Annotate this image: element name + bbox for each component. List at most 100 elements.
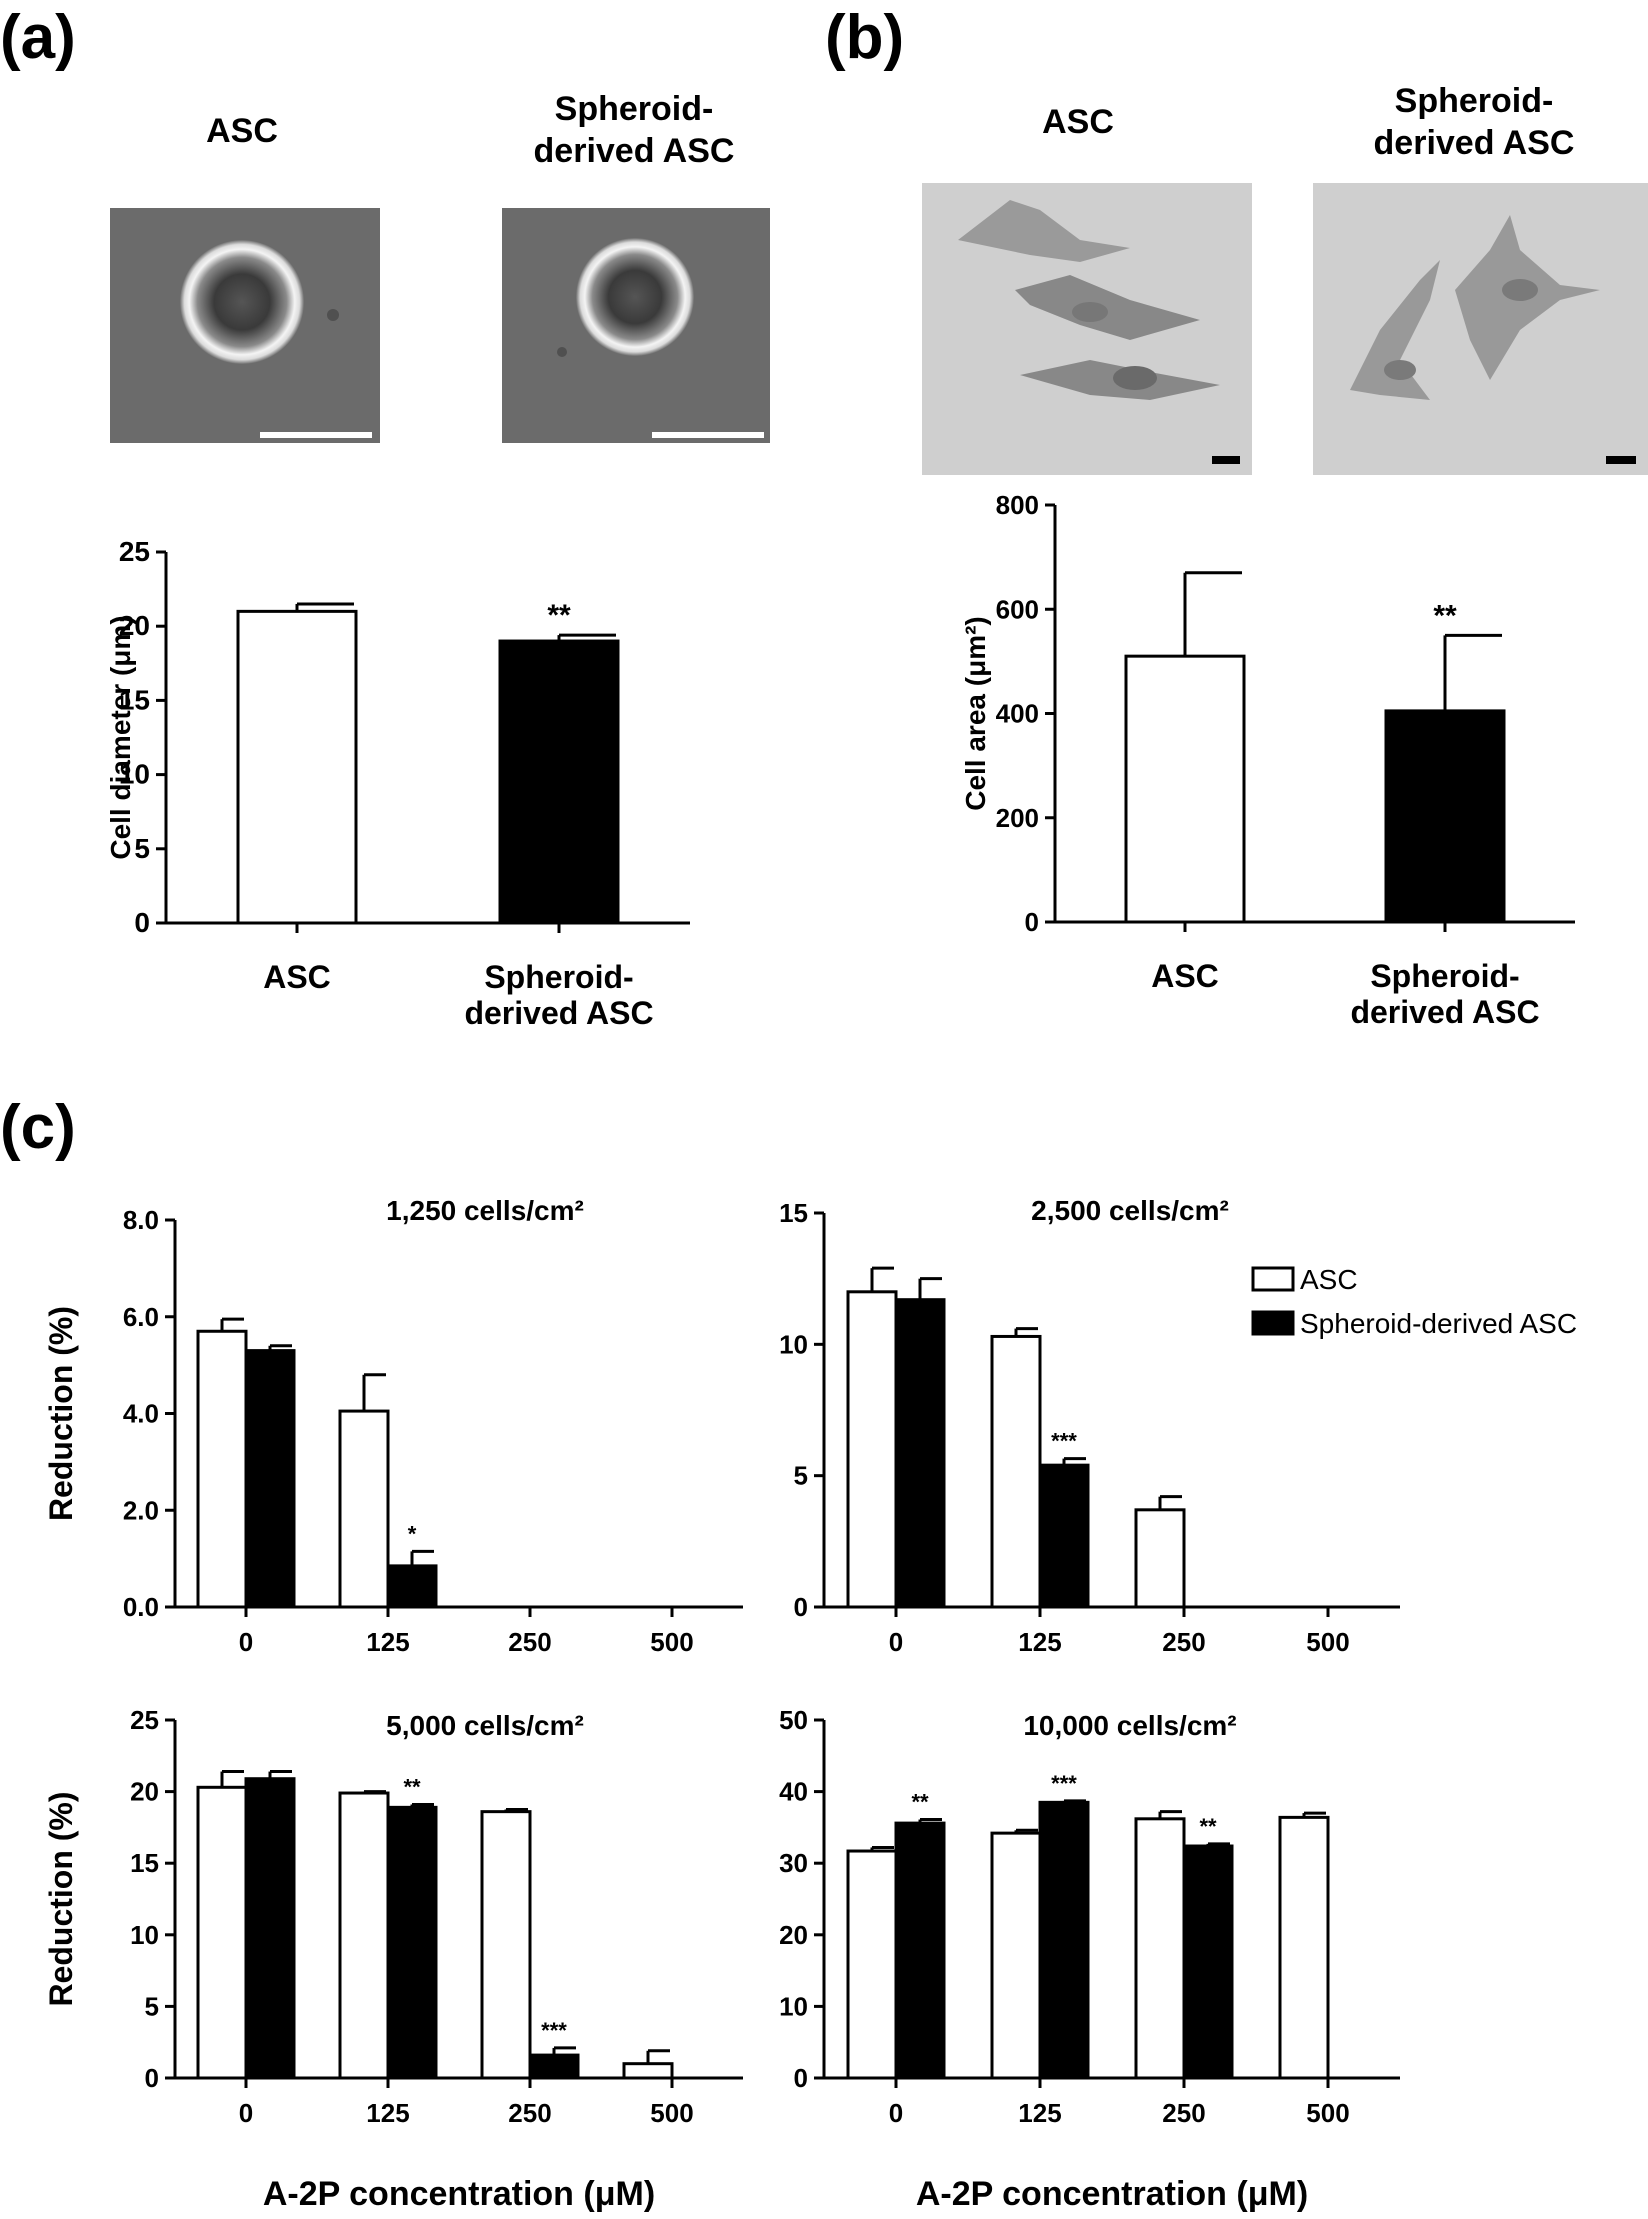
x-tick-label: Spheroid-derived ASC xyxy=(464,959,653,1031)
y-tick-label: 600 xyxy=(996,594,1039,624)
scale-bar xyxy=(260,432,372,438)
bar-spheroid xyxy=(894,1298,946,1609)
legend-swatch xyxy=(1251,1310,1295,1336)
micrograph-a-spheroid xyxy=(502,208,770,443)
image-title-b-asc: ASC xyxy=(1042,103,1114,141)
y-tick-label: 6.0 xyxy=(123,1302,159,1332)
legend-swatch xyxy=(1251,1266,1295,1292)
bar-spheroid xyxy=(386,1564,438,1609)
panel-label-a: (a) xyxy=(0,3,76,72)
y-axis-label: Cell diameter (μm) xyxy=(105,615,136,859)
bar-spheroid xyxy=(1038,1800,1090,2080)
x-tick-label: ASC xyxy=(263,959,331,995)
x-axis-label: A-2P concentration (μM) xyxy=(263,2175,655,2213)
y-tick-label: 10 xyxy=(779,1991,808,2021)
y-tick-label: 10 xyxy=(130,1920,159,1950)
bar-spheroid xyxy=(1038,1463,1090,1609)
x-tick-label: 125 xyxy=(366,1627,409,1657)
y-tick-label: 400 xyxy=(996,699,1039,729)
x-tick-label: 500 xyxy=(650,1627,693,1657)
y-tick-label: 0 xyxy=(145,2063,159,2093)
y-tick-label: 15 xyxy=(779,1198,808,1228)
legend: ASC Spheroid-derived ASC xyxy=(1251,1264,1577,1339)
x-tick-label: 500 xyxy=(1306,2098,1349,2128)
significance-marker: ** xyxy=(547,599,571,632)
bar-spheroid xyxy=(244,1777,296,2080)
x-tick-label: 0 xyxy=(889,1627,903,1657)
significance-marker: ** xyxy=(911,1790,929,1815)
significance-marker: *** xyxy=(541,2018,567,2043)
scale-bar xyxy=(652,432,764,438)
y-tick-label: 200 xyxy=(996,803,1039,833)
bar-spheroid xyxy=(244,1349,296,1609)
y-tick-label: 20 xyxy=(119,610,150,641)
significance-marker: ** xyxy=(403,1774,421,1799)
bar-asc xyxy=(990,1831,1042,2080)
bar xyxy=(498,639,620,925)
y-tick-label: 40 xyxy=(779,1777,808,1807)
y-tick-label: 0 xyxy=(794,2063,808,2093)
x-tick-label: 125 xyxy=(366,2098,409,2128)
chart-reduction-10000: 0 10 20 30 40 50 10,000 cells/cm² A-2P concentr… xyxy=(779,1705,1400,2213)
chart-cell-area: 0 200 400 600 800 Cell area (μm²) ASC ** Spheroi… xyxy=(960,490,1575,1030)
y-tick-label: 0.0 xyxy=(123,1592,159,1622)
x-tick-label: 0 xyxy=(239,1627,253,1657)
bar-asc xyxy=(846,1849,898,2080)
bar-asc xyxy=(990,1334,1042,1609)
y-tick-label: 0 xyxy=(134,907,150,938)
chart-reduction-1250: 0.0 2.0 4.0 6.0 8.0 Reduction (%) 1,250 cells/… xyxy=(43,1195,743,1657)
bar-asc xyxy=(1278,1815,1330,2080)
bar-asc xyxy=(846,1290,898,1609)
bar-asc xyxy=(196,1329,248,1609)
y-tick-label: 15 xyxy=(130,1848,159,1878)
chart-title: 1,250 cells/cm² xyxy=(386,1195,584,1226)
y-tick-label: 10 xyxy=(779,1329,808,1359)
x-axis-label: A-2P concentration (μM) xyxy=(916,2175,1308,2213)
y-axis-label: Reduction (%) xyxy=(43,1791,79,2006)
bar xyxy=(1124,654,1246,924)
y-tick-label: 15 xyxy=(119,684,150,715)
x-tick-label: 0 xyxy=(239,2098,253,2128)
x-tick-label: Spheroid-derived ASC xyxy=(1350,958,1539,1030)
chart-title: 2,500 cells/cm² xyxy=(1031,1195,1229,1226)
panel-label-c: (c) xyxy=(0,1093,76,1162)
y-tick-label: 5 xyxy=(145,1991,159,2021)
x-tick-label: 125 xyxy=(1018,1627,1061,1657)
y-axis-label: Cell area (μm²) xyxy=(960,616,991,811)
x-tick-label: 250 xyxy=(1162,2098,1205,2128)
x-tick-label: 250 xyxy=(508,2098,551,2128)
significance-marker: ** xyxy=(1433,599,1457,632)
y-tick-label: 20 xyxy=(130,1777,159,1807)
x-tick-label: 250 xyxy=(1162,1627,1205,1657)
bar-spheroid xyxy=(528,2053,580,2080)
y-tick-label: 800 xyxy=(996,490,1039,520)
y-tick-label: 0 xyxy=(794,1592,808,1622)
chart-reduction-5000: 0 5 10 15 20 25 Reduction (%) 5,000 cells/cm² A-… xyxy=(43,1705,743,2213)
chart-title: 10,000 cells/cm² xyxy=(1023,1710,1236,1741)
x-tick-label: 500 xyxy=(650,2098,693,2128)
y-tick-label: 30 xyxy=(779,1848,808,1878)
y-tick-label: 4.0 xyxy=(123,1399,159,1429)
y-tick-label: 2.0 xyxy=(123,1495,159,1525)
y-axis-label: Reduction (%) xyxy=(43,1306,79,1521)
x-tick-label: ASC xyxy=(1151,958,1219,994)
bar-asc xyxy=(480,1810,532,2080)
image-title-a-spheroid: Spheroid-derived ASC xyxy=(534,90,735,170)
x-tick-label: 250 xyxy=(508,1627,551,1657)
bar-spheroid xyxy=(1182,1844,1234,2080)
chart-cell-diameter: 0 5 10 15 20 25 Cell diameter (μm) ASC ** Spheroi… xyxy=(105,536,690,1031)
significance-marker: ** xyxy=(1199,1814,1217,1839)
bar-spheroid xyxy=(386,1805,438,2080)
bar-asc xyxy=(622,2062,674,2080)
bar xyxy=(1384,709,1506,924)
y-tick-label: 50 xyxy=(779,1705,808,1735)
x-tick-label: 500 xyxy=(1306,1627,1349,1657)
legend-label: ASC xyxy=(1300,1264,1358,1295)
y-tick-label: 10 xyxy=(119,759,150,790)
scale-bar xyxy=(1606,456,1636,464)
y-tick-label: 0 xyxy=(1025,907,1039,937)
bar-asc xyxy=(1134,1817,1186,2080)
significance-marker: * xyxy=(408,1521,417,1546)
significance-marker: *** xyxy=(1051,1771,1077,1796)
bar-asc xyxy=(338,1409,390,1609)
